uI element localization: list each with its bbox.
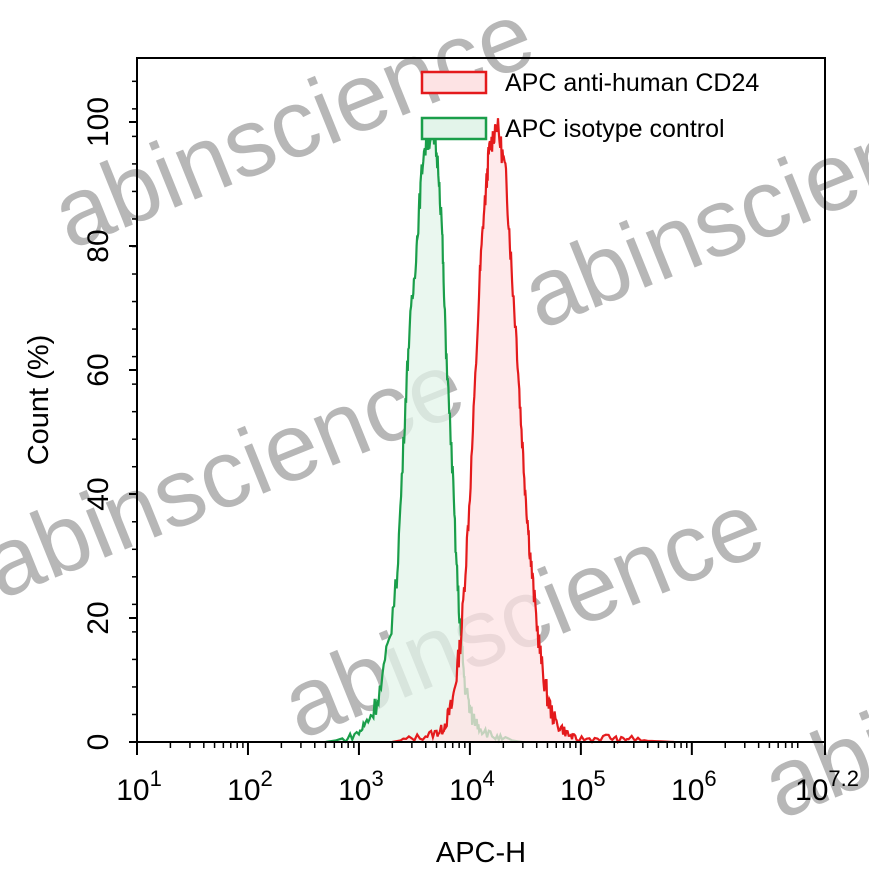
y-tick-label: 0 bbox=[82, 734, 115, 751]
legend-swatch-cd24 bbox=[420, 70, 488, 95]
legend-label-isotype: APC isotype control bbox=[505, 115, 725, 143]
x-tick-label: 101 bbox=[116, 766, 162, 807]
series-line-0 bbox=[392, 118, 675, 745]
y-tick-label: 40 bbox=[82, 477, 115, 510]
x-tick-exponent: 6 bbox=[704, 766, 716, 791]
x-tick-base: 10 bbox=[560, 774, 593, 807]
x-tick-exponent: 2 bbox=[261, 766, 273, 791]
x-tick-label: 107.2 bbox=[795, 766, 859, 807]
y-tick-label: 20 bbox=[82, 601, 115, 634]
x-axis-title: APC-H bbox=[436, 837, 526, 869]
series-fill-0 bbox=[392, 118, 675, 742]
x-tick-base: 10 bbox=[671, 774, 704, 807]
y-tick-label: 80 bbox=[82, 229, 115, 262]
x-tick-base: 10 bbox=[338, 774, 371, 807]
x-tick-exponent: 5 bbox=[593, 766, 605, 791]
legend: APC anti-human CD24 APC isotype control bbox=[420, 69, 759, 143]
watermark-text: abinscience bbox=[508, 60, 869, 349]
x-tick-exponent: 1 bbox=[150, 766, 162, 791]
x-tick-base: 10 bbox=[116, 774, 149, 807]
y-tick-label: 60 bbox=[82, 353, 115, 386]
x-tick-exponent: 7.2 bbox=[828, 766, 859, 791]
x-tick-exponent: 3 bbox=[371, 766, 383, 791]
x-tick-label: 105 bbox=[560, 766, 606, 807]
x-tick-label: 106 bbox=[671, 766, 717, 807]
x-tick-label: 103 bbox=[338, 766, 384, 807]
series-fill-1 bbox=[325, 126, 523, 743]
x-tick-base: 10 bbox=[449, 774, 482, 807]
legend-label-cd24: APC anti-human CD24 bbox=[505, 69, 759, 97]
x-tick-exponent: 4 bbox=[482, 766, 494, 791]
x-tick-label: 104 bbox=[449, 766, 495, 807]
x-tick-base: 10 bbox=[795, 774, 828, 807]
x-tick-base: 10 bbox=[227, 774, 260, 807]
x-tick-label: 102 bbox=[227, 766, 273, 807]
legend-swatch-isotype bbox=[420, 116, 488, 141]
y-axis-title: Count (%) bbox=[23, 335, 55, 466]
plot-frame bbox=[136, 57, 826, 743]
y-tick-label: 100 bbox=[82, 97, 115, 147]
